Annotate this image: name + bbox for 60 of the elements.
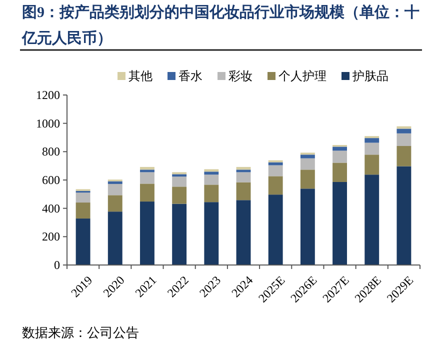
bar [364, 142, 380, 155]
bar [396, 128, 412, 134]
bar [268, 162, 283, 166]
y-tick-label: 200 [42, 230, 60, 244]
bar [108, 212, 122, 265]
bar [396, 146, 412, 166]
bar [396, 133, 412, 146]
bar [332, 182, 347, 265]
bar [332, 150, 347, 163]
bar [396, 166, 412, 265]
bar [140, 166, 154, 170]
bar [204, 169, 219, 172]
bar [236, 166, 251, 170]
bar [172, 176, 187, 187]
bar [268, 194, 283, 265]
bar [172, 174, 187, 177]
bar [236, 172, 251, 182]
bar [268, 165, 283, 176]
bar [300, 158, 315, 170]
bar [140, 172, 154, 184]
bar [332, 162, 347, 182]
legend-label: 其他 [128, 69, 152, 83]
y-tick-label: 400 [42, 201, 60, 216]
bar [236, 182, 251, 200]
bar [204, 172, 219, 175]
bar [108, 184, 122, 196]
y-tick-label: 0 [54, 258, 60, 272]
bar [140, 184, 154, 202]
bar [108, 195, 122, 212]
bar [236, 200, 251, 265]
bar [140, 170, 154, 172]
bar [364, 138, 380, 143]
bar [300, 188, 315, 265]
legend-label: 香水 [178, 69, 202, 83]
y-tick-label: 1200 [36, 88, 60, 102]
y-tick-label: 1000 [36, 116, 60, 130]
bar [108, 181, 122, 184]
legend-label: 个人护理 [278, 69, 326, 83]
bar [364, 154, 380, 175]
bar [172, 186, 187, 204]
source-note: 数据来源：公司公告 [22, 325, 139, 340]
bar [332, 146, 347, 151]
bar [300, 170, 315, 189]
bar [76, 218, 90, 265]
bar [76, 192, 90, 203]
bar [236, 170, 251, 172]
y-tick-label: 800 [42, 144, 60, 159]
y-tick-label: 600 [42, 173, 60, 187]
bar [140, 202, 154, 265]
bar [204, 202, 219, 265]
bar [268, 176, 283, 195]
bar [172, 204, 187, 265]
bar [204, 184, 219, 202]
bar [300, 154, 315, 158]
chart-title: 图9：按产品类别划分的中国化妆品行业市场规模（单位：十亿元人民币） [21, 3, 420, 47]
bar [364, 174, 380, 265]
bar [204, 174, 219, 185]
bar [76, 202, 90, 219]
legend-label: 彩妆 [228, 69, 252, 83]
legend-label: 护肤品 [352, 69, 388, 83]
